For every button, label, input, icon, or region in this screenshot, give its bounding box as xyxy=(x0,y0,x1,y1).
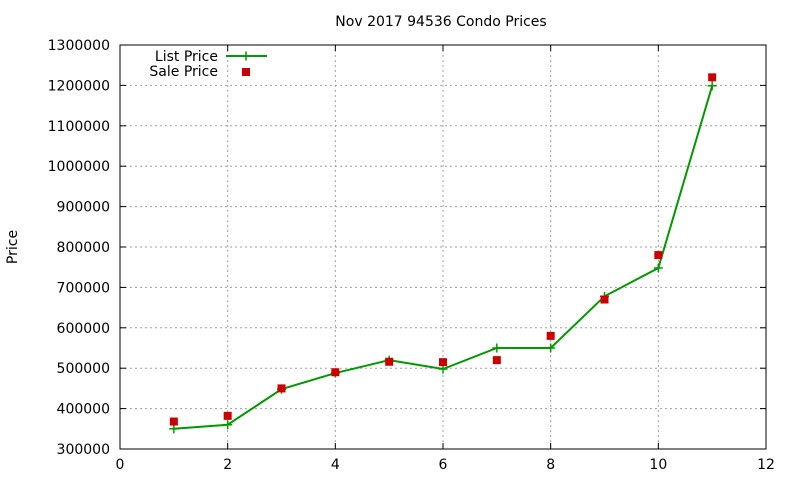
legend-label-sale-price: Sale Price xyxy=(149,64,218,80)
sale-price-point xyxy=(223,411,232,420)
sale-price-point xyxy=(546,331,555,340)
y-tick-label: 700000 xyxy=(57,280,110,296)
list-price-point xyxy=(546,343,556,353)
x-tick-label: 0 xyxy=(116,457,125,473)
legend-marker-sale-price xyxy=(242,68,250,76)
sale-price-point xyxy=(492,356,501,365)
list-price-line xyxy=(173,85,714,430)
list-price-point xyxy=(707,81,717,91)
list-price-point xyxy=(223,420,233,430)
legend-symbol-list-price xyxy=(226,51,267,61)
legend-entry-sale-price: Sale Price xyxy=(149,64,250,80)
y-tick-label: 500000 xyxy=(57,361,110,377)
x-tick-label: 6 xyxy=(439,457,448,473)
x-tick-label: 10 xyxy=(649,457,667,473)
sale-price-point xyxy=(439,358,447,367)
sale-price-point xyxy=(654,251,663,260)
sale-price-point xyxy=(169,417,178,426)
sale-price-point xyxy=(708,73,717,82)
y-tick-label: 1200000 xyxy=(48,78,110,94)
y-tick-label: 1000000 xyxy=(48,159,110,175)
list-price-point xyxy=(169,424,179,434)
legend: List Price Sale Price xyxy=(149,49,267,80)
y-tick-label: 600000 xyxy=(57,321,110,337)
y-tick-labels: 300000 400000 500000 600000 700000 800000 9000… xyxy=(48,38,110,458)
y-axis-label: Price xyxy=(5,230,21,264)
legend-entry-list-price: List Price xyxy=(155,49,267,65)
list-price-point xyxy=(653,263,663,273)
sale-price-point xyxy=(385,357,394,366)
axes xyxy=(119,44,767,450)
y-tick-label: 300000 xyxy=(57,442,110,458)
x-tick-label: 4 xyxy=(331,457,340,473)
x-tick-label: 12 xyxy=(757,457,775,473)
sale-price-point xyxy=(331,368,340,377)
legend-label-list-price: List Price xyxy=(155,49,218,65)
y-tick-label: 400000 xyxy=(57,402,110,418)
y-tick-label: 800000 xyxy=(57,240,110,256)
y-tick-label: 1100000 xyxy=(48,119,110,135)
series xyxy=(169,73,717,434)
list-price-point xyxy=(492,343,502,353)
gridlines xyxy=(120,45,766,449)
y-tick-label: 1300000 xyxy=(48,38,110,54)
x-tick-label: 8 xyxy=(546,457,555,473)
legend-symbol-sale-price xyxy=(242,68,250,76)
x-tick-labels: 0 2 4 6 8 10 12 xyxy=(116,457,775,473)
x-tick-label: 2 xyxy=(223,457,232,473)
legend-marker-list-price xyxy=(241,51,251,61)
chart-title: Nov 2017 94536 Condo Prices xyxy=(335,14,546,30)
y-tick-label: 900000 xyxy=(57,200,110,216)
sale-price-point xyxy=(600,295,609,304)
sale-price-point xyxy=(277,384,286,393)
